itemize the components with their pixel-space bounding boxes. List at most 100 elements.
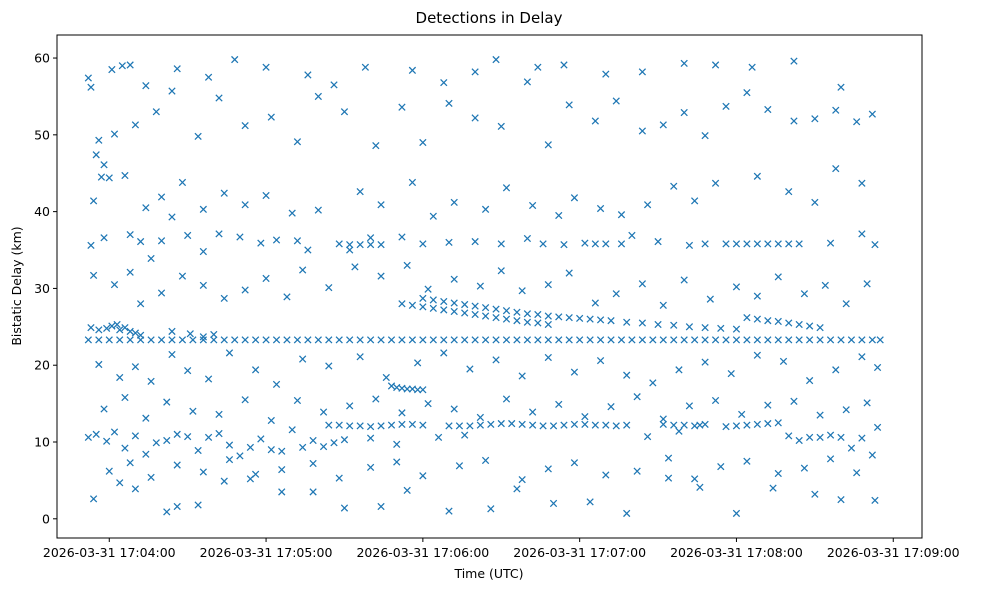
data-point [570,368,579,376]
data-point [471,310,479,319]
data-point [429,336,437,344]
data-point [481,456,490,465]
data-point [842,300,850,308]
data-marks [84,55,884,518]
data-point [346,246,354,254]
data-point [586,336,594,344]
data-point [664,454,673,462]
data-point [461,336,469,344]
data-point [785,319,793,327]
data-point [805,322,814,330]
data-point [670,336,678,344]
data-point [236,233,244,241]
y-tick-label: 30 [34,281,50,296]
data-point [528,408,537,416]
data-point [570,194,579,202]
data-point [858,336,866,344]
data-point [576,314,584,323]
data-point [523,234,532,243]
data-point [346,336,354,344]
data-point [398,409,406,417]
data-point [487,420,495,428]
data-point [502,307,511,315]
data-point [722,423,730,431]
data-point [523,318,532,326]
data-point [471,302,479,310]
data-point [769,484,777,492]
data-point [774,317,782,326]
data-point [868,110,876,118]
data-point [429,212,437,220]
data-point [497,267,505,275]
data-point [732,509,741,518]
data-point [241,201,249,209]
x-axis-label: Time (UTC) [453,566,523,581]
data-point [366,463,375,471]
x-tick-label: 2026-03-31 17:08:00 [670,545,803,560]
data-point [215,410,223,419]
data-point [816,336,824,344]
data-point [419,472,427,480]
data-point [711,336,720,344]
data-point [617,211,626,219]
data-point [743,240,751,248]
data-point [356,422,364,430]
data-point [84,336,93,344]
data-point [711,179,720,187]
data-point [189,336,197,344]
data-point [549,499,558,508]
data-point [199,336,207,344]
data-point [764,401,772,409]
data-point [764,336,772,344]
data-point [591,421,599,429]
data-point [732,336,741,344]
data-point [189,407,197,415]
data-point [241,336,249,344]
data-point [110,428,119,436]
data-point [790,117,798,125]
data-point [649,379,657,387]
data-point [518,372,526,380]
data-point [445,99,453,107]
data-point [131,329,140,337]
data-point [691,475,699,483]
data-point [387,421,396,429]
data-point [732,325,741,333]
data-point [696,483,704,491]
data-point [871,496,879,505]
data-point [168,350,176,359]
data-point [89,271,98,280]
data-point [157,289,166,297]
data-point [419,386,427,394]
data-point [131,485,140,493]
data-point [560,241,568,249]
data-point [440,306,448,314]
data-point [408,66,417,74]
data-point [278,488,286,496]
data-point [95,336,103,344]
data-point [497,419,505,428]
data-point [670,182,678,190]
data-point [220,294,228,303]
data-point [241,396,249,404]
data-point [518,287,526,295]
data-point [476,421,484,429]
data-point [837,336,845,344]
data-point [732,422,741,430]
data-point [87,323,95,332]
data-point [549,422,558,430]
data-point [623,371,631,379]
data-point [858,353,866,361]
data-point [476,413,484,422]
x-tick-label: 2026-03-31 17:04:00 [43,545,176,560]
data-point [795,436,803,445]
data-point [685,402,694,410]
data-point [304,336,312,344]
data-point [142,450,150,458]
y-tick-label: 40 [34,204,50,219]
data-point [393,458,401,466]
data-point [492,305,500,313]
data-point [876,336,884,344]
data-point [288,209,296,217]
